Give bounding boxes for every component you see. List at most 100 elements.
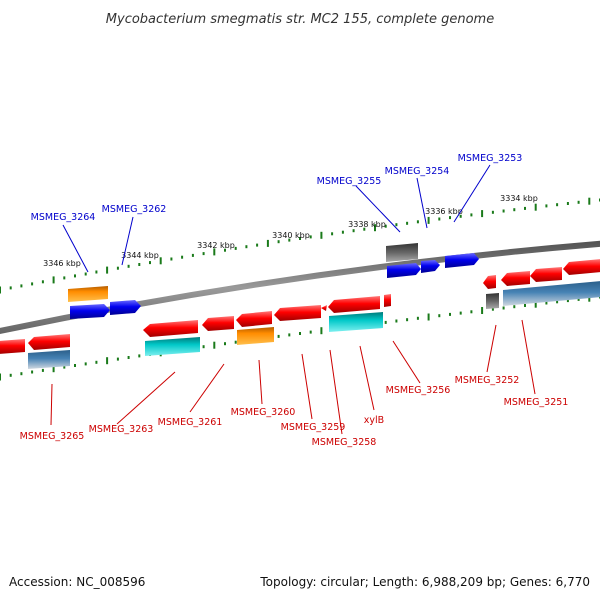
gene-label-msmeg-3264[interactable]: MSMEG_3264 <box>31 212 96 223</box>
scale-tick-label: 3334 kbp <box>500 194 538 203</box>
gene-label-msmeg-3259[interactable]: MSMEG_3259 <box>281 422 346 433</box>
scale-minor-tick <box>524 206 526 210</box>
scale-minor-tick <box>577 200 580 204</box>
scale-minor-tick <box>127 264 130 268</box>
gene-feature-msmeg-3259[interactable] <box>274 305 321 321</box>
scale-major-tick <box>588 294 591 302</box>
gene-label-msmeg-3252[interactable]: MSMEG_3252 <box>455 375 520 386</box>
scale-minor-tick <box>502 306 505 310</box>
gene-feature-msmeg-3261[interactable] <box>202 316 234 331</box>
scale-major-tick <box>481 210 484 218</box>
scale-minor-tick <box>331 232 334 236</box>
scale-major-tick <box>213 341 216 349</box>
leader-line <box>329 349 343 435</box>
gene-feature-msmeg-3253[interactable] <box>445 253 479 268</box>
accession-text: Accession: NC_008596 <box>9 575 145 589</box>
scale-tick-label: 3336 kbp <box>425 207 463 216</box>
scale-major-tick <box>481 307 484 314</box>
gene-label-msmeg-3253[interactable]: MSMEG_3253 <box>458 153 523 164</box>
scale-minor-tick <box>63 276 66 280</box>
gene-label-msmeg-3258[interactable]: MSMEG_3258 <box>312 437 377 448</box>
scale-minor-tick <box>341 230 344 234</box>
gene-label-msmeg-3263[interactable]: MSMEG_3263 <box>89 424 154 435</box>
scale-minor-tick <box>277 240 280 244</box>
scale-minor-tick <box>74 364 76 367</box>
gene-label-msmeg-3256[interactable]: MSMEG_3256 <box>386 385 451 396</box>
scale-minor-tick <box>545 204 548 208</box>
gene-label-msmeg-3262[interactable]: MSMEG_3262 <box>102 204 167 215</box>
scale-minor-tick <box>556 203 559 207</box>
gene-feature-msmeg-3263[interactable] <box>143 320 198 337</box>
scale-major-tick <box>106 266 109 274</box>
gene-label-msmeg-3261[interactable]: MSMEG_3261 <box>158 417 223 428</box>
leader-line <box>392 340 421 384</box>
scale-minor-tick <box>95 360 98 364</box>
trna-feature[interactable] <box>237 327 274 345</box>
rrna-feature[interactable] <box>329 312 383 332</box>
gene-feature-msmeg-3262[interactable] <box>110 300 141 315</box>
gene-label-msmeg-3254[interactable]: MSMEG_3254 <box>385 166 450 177</box>
leader-line <box>521 319 536 395</box>
region-feature[interactable] <box>503 281 600 306</box>
scale-minor-tick <box>116 266 119 270</box>
gene-feature-msmeg-3264[interactable] <box>70 304 110 319</box>
scale-minor-tick <box>234 246 237 250</box>
scale-minor-tick <box>459 214 462 218</box>
scale-minor-tick <box>459 311 462 315</box>
scale-minor-tick <box>9 373 12 377</box>
scale-minor-tick <box>524 304 526 307</box>
rrna-feature[interactable] <box>145 337 200 356</box>
gene-feature-partial[interactable] <box>0 339 25 354</box>
scale-major-tick <box>52 365 55 373</box>
gene-feature-msmeg-3254[interactable] <box>421 260 440 273</box>
scale-minor-tick <box>309 330 312 334</box>
gene-feature-msmeg-3260[interactable] <box>236 311 272 327</box>
gene-label-msmeg-3255[interactable]: MSMEG_3255 <box>317 176 382 187</box>
scale-minor-tick <box>299 237 301 240</box>
scale-minor-tick <box>170 257 173 261</box>
misc-feature[interactable] <box>486 293 499 309</box>
scale-major-tick <box>266 239 269 247</box>
gene-feature-msmeg-3258[interactable] <box>321 305 327 311</box>
scale-minor-tick <box>9 286 12 290</box>
scale-minor-tick <box>288 238 291 242</box>
misc-feature[interactable] <box>386 243 418 262</box>
scale-major-tick <box>427 313 430 321</box>
scale-major-tick <box>534 203 537 211</box>
scale-tick-label: 3342 kbp <box>197 241 235 250</box>
gene-feature-msmeg-3256[interactable] <box>384 294 391 307</box>
scale-minor-tick <box>202 345 205 349</box>
scale-minor-tick <box>41 280 44 284</box>
scale-tick-label: 3344 kbp <box>121 251 159 260</box>
scale-minor-tick <box>395 223 398 227</box>
gene-feature[interactable] <box>530 267 562 282</box>
gene-feature-msmeg-3251[interactable] <box>501 271 530 286</box>
gene-feature-xylb[interactable] <box>328 296 380 313</box>
scale-minor-tick <box>513 208 516 212</box>
gene-feature[interactable] <box>563 259 600 275</box>
scale-minor-tick <box>31 282 34 286</box>
gene-feature-msmeg-3265[interactable] <box>28 334 70 350</box>
gene-label-msmeg-3260[interactable]: MSMEG_3260 <box>231 407 296 418</box>
scale-minor-tick <box>406 318 409 322</box>
scale-minor-tick <box>63 365 66 369</box>
scale-major-tick <box>106 357 109 365</box>
scale-major-tick <box>320 231 323 239</box>
scale-minor-tick <box>299 332 301 335</box>
scale-tick-labels: 3346 kbp 3344 kbp 3342 kbp 3340 kbp 3338… <box>43 194 538 268</box>
gene-label-xylb[interactable]: xylB <box>364 415 384 426</box>
region-feature[interactable] <box>28 350 70 369</box>
label-leader-lines <box>50 164 536 435</box>
trna-feature[interactable] <box>68 286 108 302</box>
leader-line <box>62 224 89 273</box>
gene-feature-msmeg-3252[interactable] <box>483 275 496 289</box>
scale-minor-tick <box>234 340 237 344</box>
scale-minor-tick <box>288 333 291 337</box>
scale-minor-tick <box>181 255 184 259</box>
gene-label-msmeg-3265[interactable]: MSMEG_3265 <box>20 431 85 442</box>
leader-line <box>486 324 497 373</box>
scale-tick-label: 3346 kbp <box>43 259 81 268</box>
gene-label-msmeg-3251[interactable]: MSMEG_3251 <box>504 397 569 408</box>
gene-feature-msmeg-3255[interactable] <box>387 263 421 278</box>
